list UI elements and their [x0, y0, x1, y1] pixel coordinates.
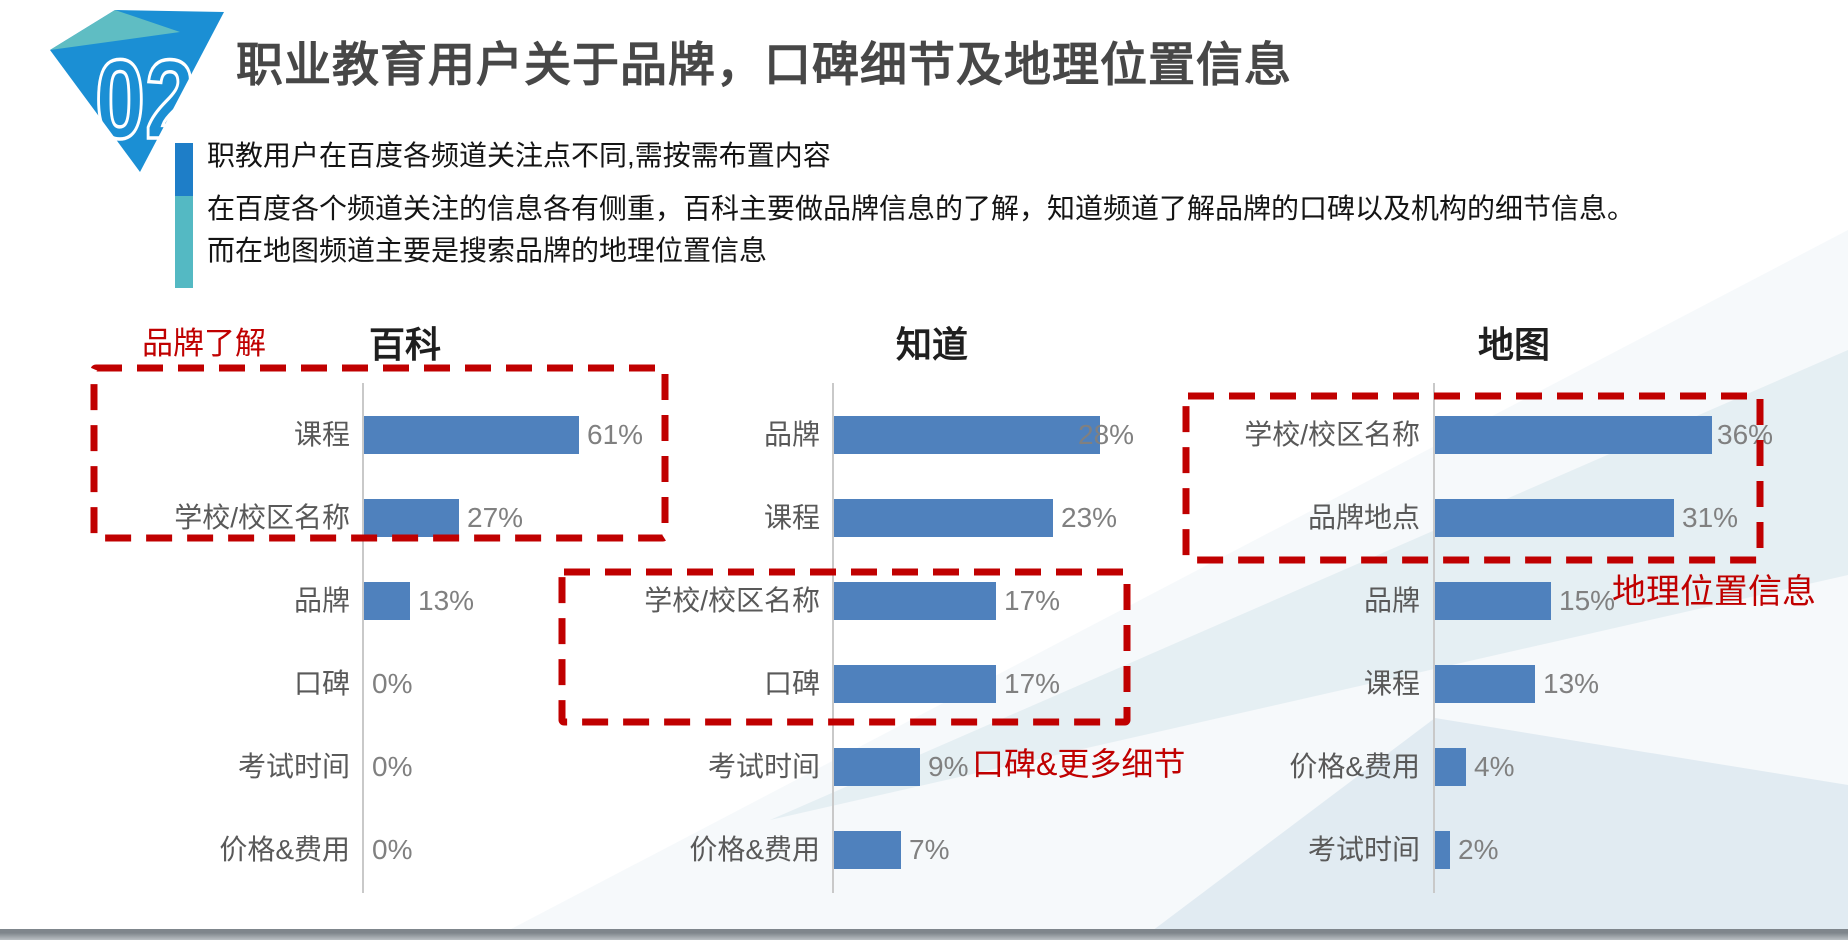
chart-axis-2 — [832, 383, 834, 893]
bar-价格&费用 — [1435, 748, 1466, 786]
bar-品牌 — [834, 416, 1100, 454]
bar-课程 — [834, 499, 1053, 537]
value-label: 36% — [1717, 419, 1774, 450]
bar-学校/校区名称 — [834, 582, 996, 620]
value-label: 0% — [372, 751, 413, 782]
bar-价格&费用 — [834, 831, 901, 869]
value-label: 17% — [1004, 668, 1061, 699]
category-label: 课程 — [293, 419, 350, 450]
value-label: 13% — [418, 585, 475, 616]
annotation-brand-understanding: 品牌了解 — [142, 326, 266, 361]
bar-品牌 — [1435, 582, 1551, 620]
chart-axis-1 — [362, 383, 364, 893]
category-label: 价格&费用 — [1289, 751, 1420, 782]
value-label: 0% — [372, 668, 413, 699]
bar-品牌地点 — [1435, 499, 1674, 537]
category-label: 课程 — [1363, 668, 1420, 699]
category-label: 价格&费用 — [689, 834, 820, 865]
value-label: 0% — [372, 834, 413, 865]
value-label: 17% — [1004, 585, 1061, 616]
value-label: 2% — [1458, 834, 1499, 865]
slide-bottom-edge — [0, 929, 1848, 940]
value-label: 9% — [928, 751, 969, 782]
bar-学校/校区名称 — [1435, 416, 1712, 454]
bar-学校/校区名称 — [364, 499, 459, 537]
value-label: 27% — [467, 502, 524, 533]
category-label: 价格&费用 — [219, 834, 350, 865]
value-label: 15% — [1559, 585, 1616, 616]
category-label: 考试时间 — [1307, 834, 1420, 865]
subtitle-line: 职教用户在百度各频道关注点不同,需按需布置内容 — [207, 140, 831, 171]
annotation-geo-location-info: 地理位置信息 — [1612, 573, 1816, 611]
value-label: 23% — [1061, 502, 1118, 533]
annotation-word-of-mouth-details: 口碑&更多细节 — [972, 746, 1186, 782]
chart-axis-3 — [1433, 383, 1435, 893]
subtitle-paragraph-line1: 在百度各个频道关注的信息各有侧重，百科主要做品牌信息的了解，知道频道了解品牌的口… — [207, 193, 1636, 224]
category-label: 考试时间 — [707, 751, 820, 782]
chart-title-3: 地图 — [1478, 324, 1551, 365]
value-label: 28% — [1078, 419, 1135, 450]
bar-品牌 — [364, 582, 410, 620]
category-label: 学校/校区名称 — [644, 585, 820, 616]
subtitle-paragraph-line2: 而在地图频道主要是搜索品牌的地理位置信息 — [207, 235, 768, 266]
subtitle-accent-bar-teal — [175, 196, 193, 288]
category-label: 口碑 — [293, 668, 350, 699]
category-label: 品牌 — [293, 585, 350, 616]
category-label: 学校/校区名称 — [174, 502, 350, 533]
category-label: 品牌 — [1363, 585, 1420, 616]
bar-考试时间 — [834, 748, 920, 786]
value-label: 31% — [1682, 502, 1739, 533]
value-label: 13% — [1543, 668, 1600, 699]
chart-title-1: 百科 — [369, 324, 442, 365]
subtitle-accent-bar-blue — [175, 143, 193, 207]
category-label: 课程 — [763, 502, 820, 533]
value-label: 4% — [1474, 751, 1515, 782]
category-label: 品牌地点 — [1307, 502, 1420, 533]
value-label: 7% — [909, 834, 950, 865]
category-label: 口碑 — [763, 668, 820, 699]
page-title: 职业教育用户关于品牌，口碑细节及地理位置信息 — [236, 38, 1292, 91]
bar-课程 — [1435, 665, 1535, 703]
subtitle-paragraph: 在百度各个频道关注的信息各有侧重，百科主要做品牌信息的了解，知道频道了解品牌的口… — [207, 188, 1635, 272]
category-label: 学校/校区名称 — [1244, 419, 1420, 450]
bar-考试时间 — [1435, 831, 1450, 869]
category-label: 考试时间 — [237, 751, 350, 782]
chart-title-2: 知道 — [896, 324, 969, 365]
category-label: 品牌 — [763, 419, 820, 450]
bar-口碑 — [834, 665, 996, 703]
